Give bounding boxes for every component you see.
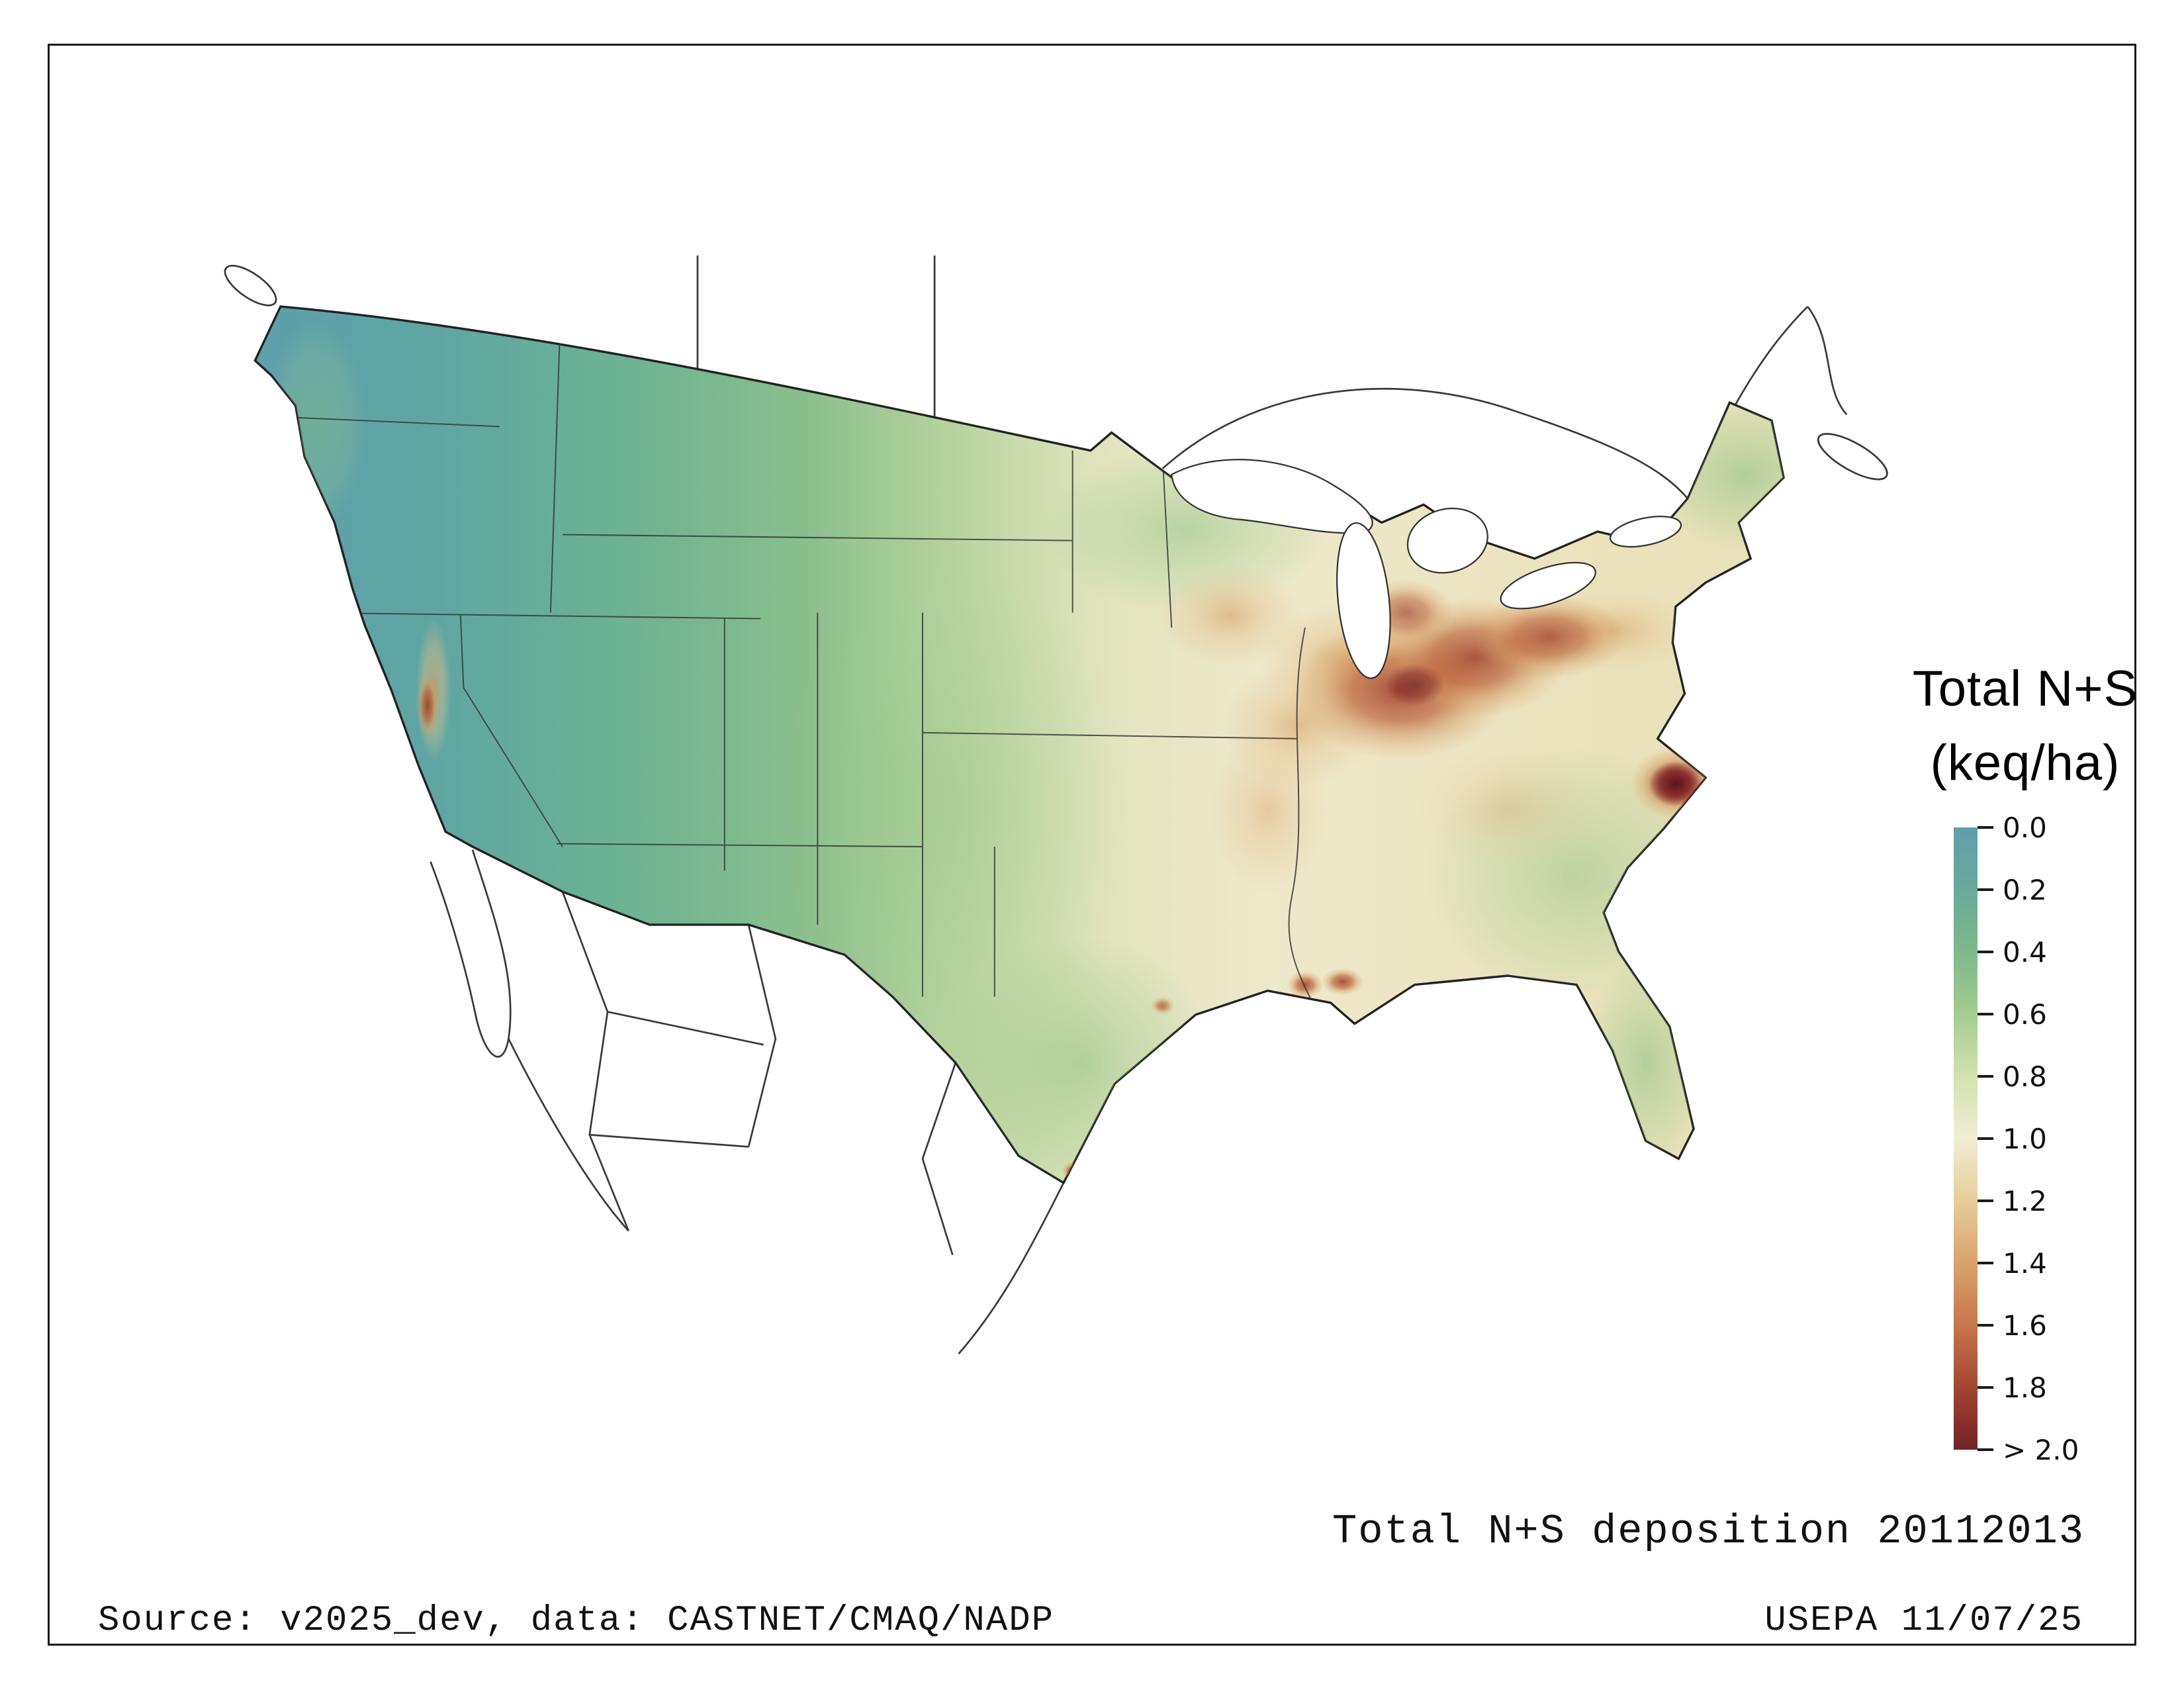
tick-mark [1978,1262,1993,1264]
legend-title-line1: Total N+S [1912,661,2138,717]
legend-colorbar [1954,827,1978,1450]
tick-label: 0.2 [2003,873,2047,906]
state-borders [295,342,1314,1004]
tick-mark [1978,1013,1993,1015]
great-lakes [1171,459,1682,679]
tick-mark [1978,1324,1993,1327]
us-deposition-map [224,256,1888,1355]
tick-label: 1.0 [2003,1122,2047,1155]
tick-label: 0.8 [2003,1060,2047,1093]
tick-label: 0.6 [2003,998,2047,1031]
tick-label: > 2.0 [2003,1433,2079,1466]
tick-mark [1978,951,1993,953]
tick-label: 1.4 [2003,1246,2047,1280]
legend-title: Total N+S (keq/ha) [1886,652,2164,800]
tick-label: 0.0 [2003,811,2047,844]
agency-date-text: USEPA 11/07/25 [1764,1601,2083,1641]
tick-label: 1.8 [2003,1371,2047,1404]
tick-mark [1978,1199,1993,1202]
tick-label: 1.6 [2003,1309,2047,1342]
deposition-raster [262,320,1784,1183]
tick-mark [1978,888,1993,891]
mexico-borders [430,849,1065,1355]
tick-mark [1978,1448,1993,1451]
legend-title-line2: (keq/ha) [1930,735,2120,791]
tick-mark [1978,826,1993,829]
tick-mark [1978,1075,1993,1078]
tick-label: 0.4 [2003,935,2047,968]
tick-mark [1978,1386,1993,1389]
tick-label: 1.2 [2003,1184,2047,1217]
source-text: Source: v2025_dev, data: CASTNET/CMAQ/NA… [98,1601,1055,1641]
figure-frame [48,44,2136,1646]
map-container [113,162,1913,1519]
tick-mark [1978,1137,1993,1140]
map-caption: Total N+S deposition 20112013 [1332,1508,2085,1555]
